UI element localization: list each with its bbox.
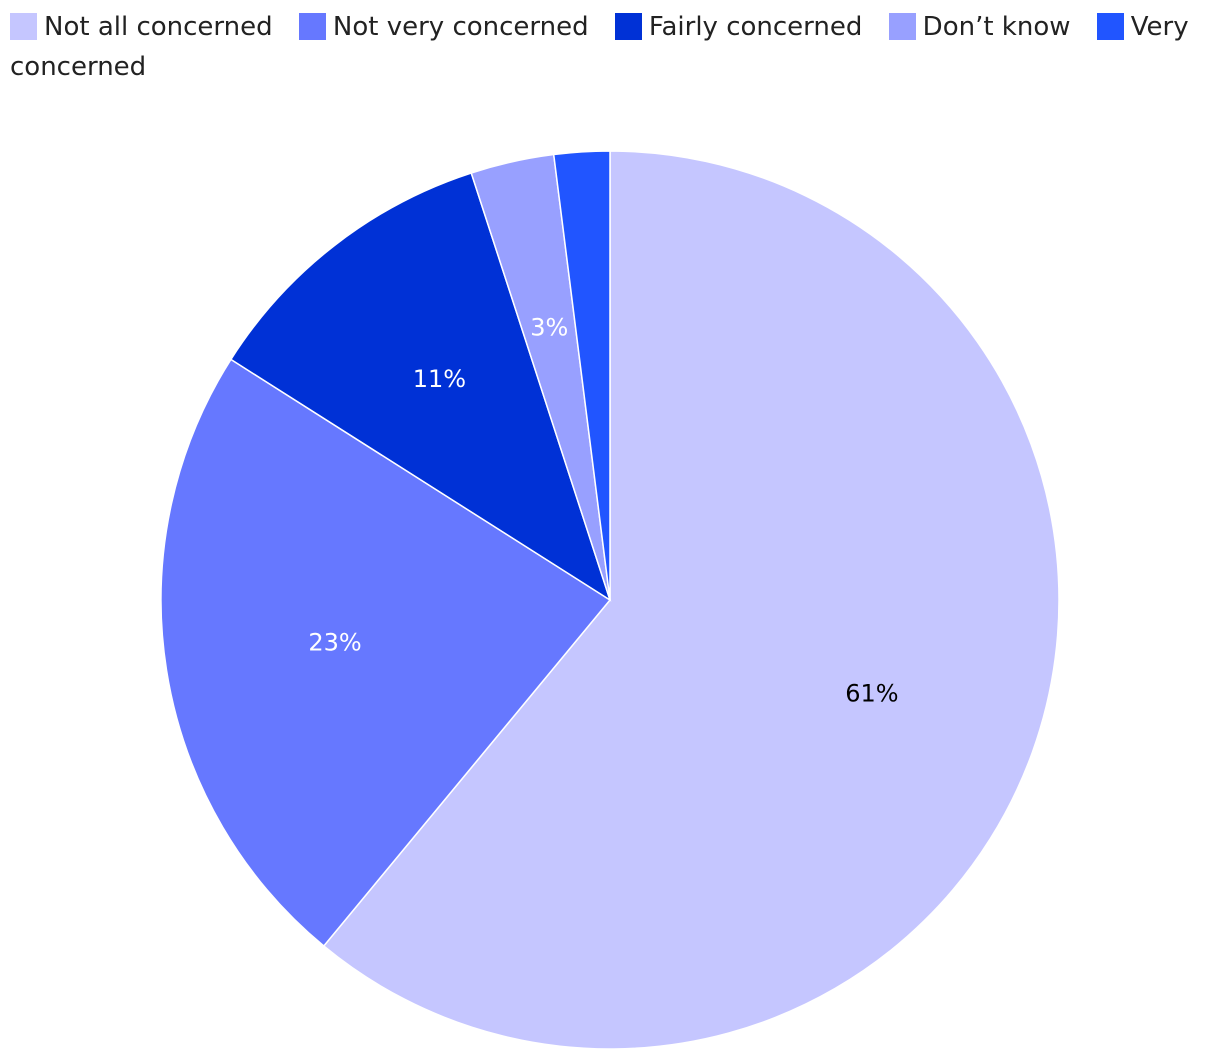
- legend-item-not-very-concerned[interactable]: Not very concerned: [298, 12, 589, 42]
- legend-label: Very concerned: [10, 12, 1189, 82]
- legend-swatch: [888, 13, 916, 40]
- legend-item-fairly-concerned[interactable]: Fairly concerned: [614, 12, 863, 42]
- legend-label: Fairly concerned: [648, 12, 863, 42]
- pie-data-labels: 61% 23% 11% 3%: [308, 313, 898, 707]
- legend-item-not-all-concerned[interactable]: Not all concerned: [10, 12, 273, 42]
- legend-swatch: [298, 13, 326, 40]
- legend-item-very-concerned[interactable]: Very concerned: [10, 12, 1189, 82]
- data-label-dont-know: 3%: [530, 313, 568, 341]
- legend-swatch: [614, 13, 642, 40]
- pie-slice-not-all-concerned[interactable]: [322, 150, 1060, 1050]
- pie-slices: [160, 150, 1060, 1050]
- data-label-fairly-concerned: 11%: [413, 365, 466, 393]
- pie-slice-very-concerned[interactable]: [552, 150, 611, 601]
- legend-swatch: [10, 13, 37, 40]
- legend-label: Not all concerned: [44, 12, 273, 42]
- legend-label: Don’t know: [922, 12, 1071, 42]
- chart-legend: Not all concerned Not very concerned Fai…: [10, 7, 1190, 87]
- legend-swatch: [1096, 13, 1124, 40]
- data-label-not-very-concerned: 23%: [308, 629, 361, 657]
- data-label-not-all-concerned: 61%: [845, 679, 898, 707]
- pie-slice-not-very-concerned[interactable]: [160, 358, 612, 948]
- pie-slice-fairly-concerned[interactable]: [229, 172, 612, 602]
- legend-item-dont-know[interactable]: Don’t know: [888, 12, 1071, 42]
- legend-label: Not very concerned: [332, 12, 589, 42]
